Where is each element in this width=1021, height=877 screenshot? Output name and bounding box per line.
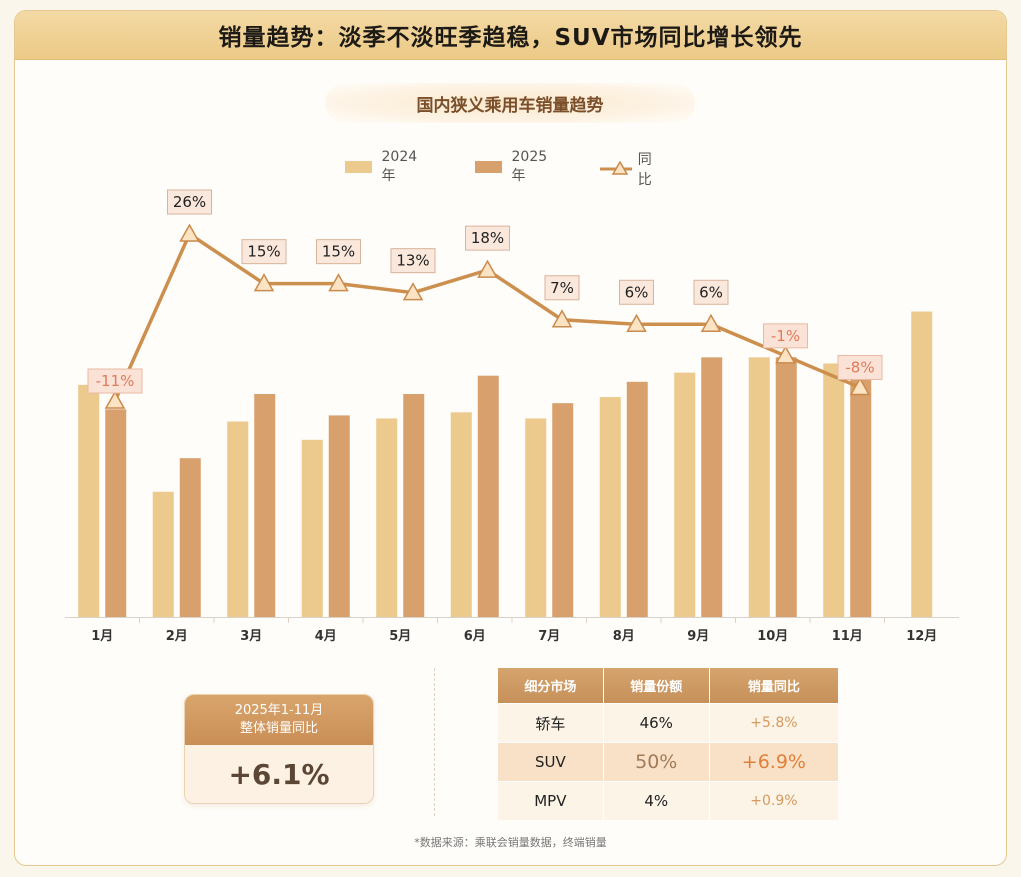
cell-yoy: +0.9%	[709, 781, 838, 820]
cell-share: 50%	[603, 742, 710, 782]
legend-line-icon	[600, 161, 632, 175]
header-share: 销量份额	[603, 668, 710, 704]
kpi-header: 2025年1-11月 整体销量同比	[185, 695, 373, 745]
table-header-row: 细分市场 销量份额 销量同比	[498, 668, 838, 704]
chart-title-pill: 国内狭义乘用车销量趋势	[325, 83, 695, 123]
legend-swatch-2025	[475, 161, 502, 173]
cell-yoy: +6.9%	[709, 742, 838, 782]
source-footnote: *数据来源：乘联会销量数据，终端销量	[414, 836, 607, 849]
header-yoy: 销量同比	[709, 668, 838, 704]
cell-share: 4%	[603, 781, 710, 820]
page-title: 销量趋势：淡季不淡旺季趋稳，SUV市场同比增长领先	[218, 25, 803, 51]
legend-item-2024: 2024年	[345, 149, 423, 185]
legend-item-2025: 2025年	[475, 149, 553, 185]
legend-label-2024: 2024年	[381, 149, 418, 184]
table-row: SUV 50% +6.9%	[498, 742, 838, 782]
segment-table: 细分市场 销量份额 销量同比 轿车 46% +5.8% SUV 50% +6.9…	[498, 668, 838, 820]
legend-label-yoy: 同比	[637, 152, 652, 188]
legend-item-yoy: 同比	[600, 149, 660, 189]
legend-label-2025: 2025年	[511, 149, 548, 184]
kpi-card: 2025年1-11月 整体销量同比 +6.1%	[184, 694, 374, 804]
chart-title: 国内狭义乘用车销量趋势	[416, 95, 604, 116]
table-row: MPV 4% +0.9%	[498, 781, 838, 820]
cell-segment: SUV	[498, 742, 604, 782]
kpi-line1: 2025年1-11月	[234, 703, 324, 718]
title-banner: 销量趋势：淡季不淡旺季趋稳，SUV市场同比增长领先	[15, 11, 1006, 60]
section-divider	[434, 668, 435, 816]
table-row: 轿车 46% +5.8%	[498, 703, 838, 743]
cell-segment: MPV	[498, 781, 604, 820]
legend-swatch-2024	[345, 161, 372, 173]
header-segment: 细分市场	[498, 668, 604, 704]
cell-yoy: +5.8%	[709, 703, 838, 743]
cell-segment: 轿车	[498, 703, 604, 743]
cell-share: 46%	[603, 703, 710, 743]
kpi-value: +6.1%	[185, 745, 373, 803]
kpi-line2: 整体销量同比	[239, 721, 318, 736]
